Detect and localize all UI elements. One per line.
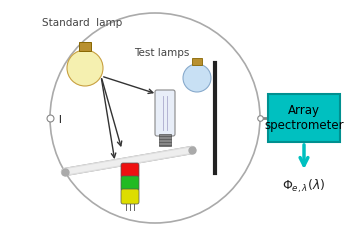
FancyBboxPatch shape [155, 90, 175, 136]
FancyBboxPatch shape [121, 176, 139, 191]
Text: Array
spectrometer: Array spectrometer [264, 104, 344, 132]
Bar [159, 134, 171, 146]
Circle shape [183, 64, 211, 92]
Bar [192, 58, 202, 65]
FancyBboxPatch shape [121, 189, 139, 204]
Bar [79, 42, 91, 51]
Text: $\Phi_{e,\lambda}(\lambda)$: $\Phi_{e,\lambda}(\lambda)$ [282, 178, 326, 195]
Text: Standard  lamp: Standard lamp [42, 18, 122, 28]
Circle shape [50, 13, 260, 223]
FancyBboxPatch shape [121, 163, 139, 178]
Circle shape [67, 50, 103, 86]
FancyBboxPatch shape [268, 94, 340, 142]
Text: Test lamps: Test lamps [134, 48, 190, 58]
Text: l: l [58, 115, 61, 125]
